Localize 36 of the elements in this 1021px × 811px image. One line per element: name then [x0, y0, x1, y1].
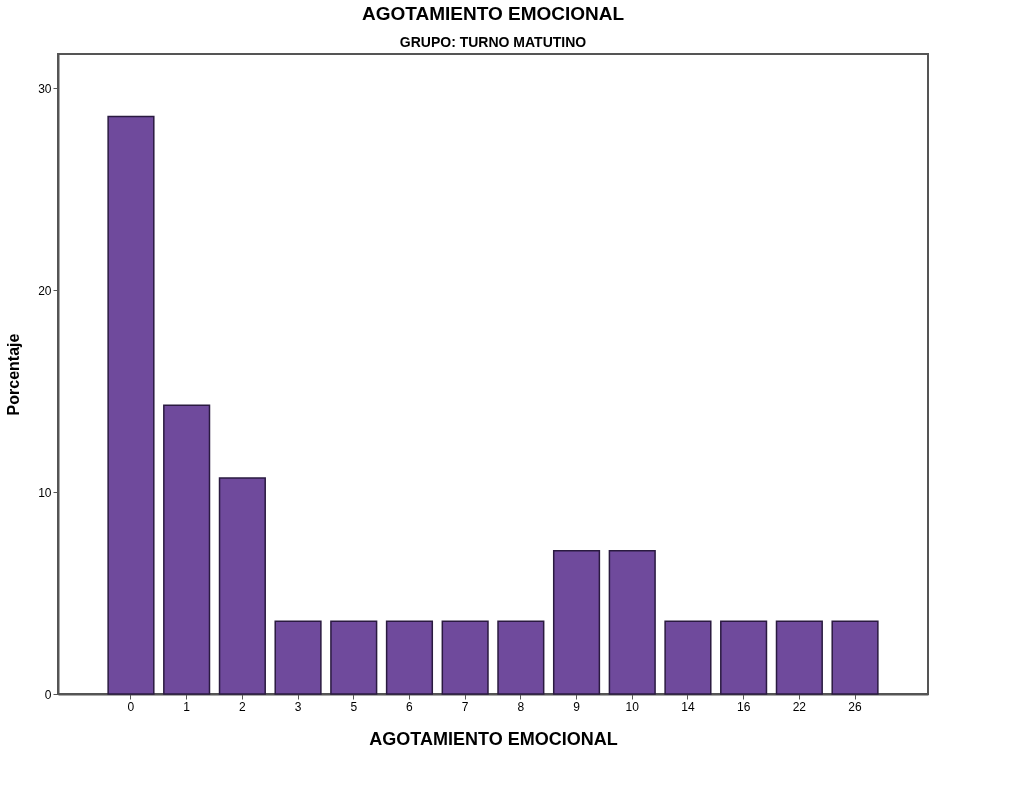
- chart-subtitle: GRUPO: TURNO MATUTINO: [399, 34, 587, 50]
- x-tick-label: 22: [792, 699, 807, 714]
- x-tick-label: 5: [350, 699, 358, 714]
- x-tick-label: 16: [736, 699, 751, 714]
- x-tick-label: 14: [681, 699, 695, 714]
- bar: [775, 620, 823, 695]
- bar: [720, 620, 768, 695]
- x-tick-label: 8: [517, 699, 525, 714]
- bar: [831, 620, 879, 695]
- y-axis-title: Porcentaje: [5, 333, 23, 416]
- x-tick-label: 10: [625, 699, 640, 714]
- bar: [330, 620, 378, 695]
- bar: [608, 549, 656, 695]
- x-tick-label: 3: [294, 699, 302, 714]
- bar: [218, 477, 266, 695]
- bar: [107, 115, 155, 695]
- y-tick-label: 20: [38, 283, 52, 298]
- x-tick-label: 0: [127, 699, 135, 714]
- chart-title: AGOTAMIENTO EMOCIONAL: [361, 3, 625, 24]
- bar: [664, 620, 712, 695]
- bar: [441, 620, 489, 695]
- x-axis-title: AGOTAMIENTO EMOCIONAL: [369, 728, 618, 749]
- x-tick-label: 2: [239, 699, 247, 714]
- x-tick-label: 1: [183, 699, 191, 714]
- x-tick-label: 26: [848, 699, 863, 714]
- x-tick-label: 6: [406, 699, 414, 714]
- y-tick-label: 10: [38, 485, 52, 500]
- bar: [552, 549, 601, 695]
- bar: [497, 620, 545, 695]
- x-tick-label: 9: [573, 699, 581, 714]
- bar: [163, 404, 211, 695]
- bar: [274, 620, 322, 695]
- x-tick-label: 7: [461, 699, 469, 714]
- y-tick-label: 30: [38, 81, 52, 96]
- y-tick-label: 0: [44, 687, 52, 702]
- bar: [385, 620, 434, 695]
